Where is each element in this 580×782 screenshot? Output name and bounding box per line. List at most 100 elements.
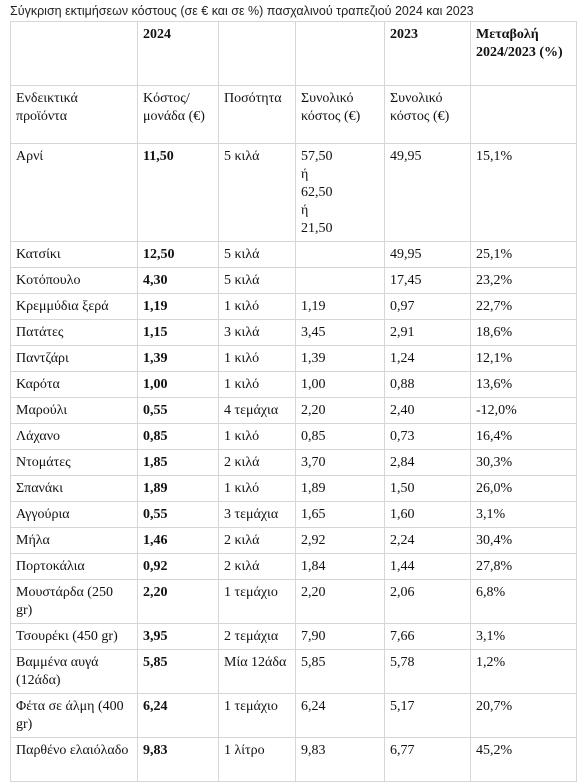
table-row: Αγγούρια 0,55 3 τεμάχια 1,65 1,60 3,1% <box>10 501 577 528</box>
product-cell: Παρθένο ελαιόλαδο <box>10 737 138 782</box>
cost-comparison-table: 2024 2023 Μεταβολή 2024/2023 (%) Ενδεικτ… <box>10 21 577 782</box>
subheader-empty-cell <box>470 85 577 144</box>
total-2023-cell: 1,50 <box>384 475 471 502</box>
total-line: 62,50 <box>301 185 333 200</box>
change-cell: 30,3% <box>470 449 577 476</box>
total-2023-cell: 49,95 <box>384 241 471 268</box>
total-2024-cell: 9,83 <box>295 737 385 782</box>
total-line: ή <box>301 203 309 218</box>
subheader-row: Ενδεικτικά προϊόντα Κόστος/ μονάδα (€) Π… <box>10 85 577 144</box>
change-cell: -12,0% <box>470 397 577 424</box>
change-cell: 3,1% <box>470 623 577 650</box>
product-cell: Σπανάκι <box>10 475 138 502</box>
quantity-cell: 2 κιλά <box>218 553 296 580</box>
change-cell: 6,8% <box>470 579 577 624</box>
table-row: Σπανάκι 1,89 1 κιλό 1,89 1,50 26,0% <box>10 475 577 502</box>
total-2024-cell: 1,84 <box>295 553 385 580</box>
total-2024-cell: 1,00 <box>295 371 385 398</box>
change-cell: 3,1% <box>470 501 577 528</box>
total-2023-cell: 2,40 <box>384 397 471 424</box>
unit-cost-cell: 0,55 <box>137 501 219 528</box>
total-2023-cell: 2,84 <box>384 449 471 476</box>
total-line: 21,50 <box>301 221 333 236</box>
total-2024-cell: 2,20 <box>295 579 385 624</box>
unit-cost-cell: 0,92 <box>137 553 219 580</box>
header-year-2024: 2024 <box>137 21 219 86</box>
unit-cost-cell: 12,50 <box>137 241 219 268</box>
table-caption: Σύγκριση εκτιμήσεων κόστους (σε € και σε… <box>10 4 474 18</box>
unit-cost-cell: 0,55 <box>137 397 219 424</box>
product-cell: Μουστάρδα (250 gr) <box>10 579 138 624</box>
unit-cost-cell: 2,20 <box>137 579 219 624</box>
table-row: Κατσίκι 12,50 5 κιλά 49,95 25,1% <box>10 241 577 268</box>
table-row: Κρεμμύδια ξερά 1,19 1 κιλό 1,19 0,97 22,7% <box>10 293 577 320</box>
table-row: Μουστάρδα (250 gr) 2,20 1 τεμάχιο 2,20 2,06 6… <box>10 579 577 624</box>
table-row: Πατάτες 1,15 3 κιλά 3,45 2,91 18,6% <box>10 319 577 346</box>
quantity-cell: 1 κιλό <box>218 293 296 320</box>
total-2023-cell: 0,97 <box>384 293 471 320</box>
subheader-quantity: Ποσότητα <box>218 85 296 144</box>
product-cell: Πορτοκάλια <box>10 553 138 580</box>
change-cell: 22,7% <box>470 293 577 320</box>
quantity-cell: 1 κιλό <box>218 423 296 450</box>
unit-cost-cell: 1,85 <box>137 449 219 476</box>
product-cell: Κοτόπουλο <box>10 267 138 294</box>
unit-cost-cell: 1,00 <box>137 371 219 398</box>
subheader-unit-cost: Κόστος/ μονάδα (€) <box>137 85 219 144</box>
total-2024-cell <box>295 267 385 294</box>
product-cell: Λάχανο <box>10 423 138 450</box>
unit-cost-cell: 6,24 <box>137 693 219 738</box>
quantity-cell: 1 τεμάχιο <box>218 579 296 624</box>
header-empty-cell <box>295 21 385 86</box>
product-cell: Κρεμμύδια ξερά <box>10 293 138 320</box>
header-empty-cell <box>218 21 296 86</box>
product-cell: Μαρούλι <box>10 397 138 424</box>
quantity-cell: 2 τεμάχια <box>218 623 296 650</box>
total-2023-cell: 1,60 <box>384 501 471 528</box>
quantity-cell: 2 κιλά <box>218 449 296 476</box>
quantity-cell: 1 κιλό <box>218 345 296 372</box>
table-row: Τσουρέκι (450 gr) 3,95 2 τεμάχια 7,90 7,66 3,… <box>10 623 577 650</box>
total-2023-cell: 5,17 <box>384 693 471 738</box>
total-2024-cell: 5,85 <box>295 649 385 694</box>
quantity-cell: Μία 12άδα <box>218 649 296 694</box>
change-cell: 15,1% <box>470 143 577 242</box>
change-cell: 16,4% <box>470 423 577 450</box>
subheader-total-2024: Συνολικό κόστος (€) <box>295 85 385 144</box>
table-row: Μήλα 1,46 2 κιλά 2,92 2,24 30,4% <box>10 527 577 554</box>
total-2023-cell: 1,24 <box>384 345 471 372</box>
total-2024-cell: 3,70 <box>295 449 385 476</box>
quantity-cell: 1 κιλό <box>218 475 296 502</box>
change-cell: 26,0% <box>470 475 577 502</box>
product-cell: Φέτα σε άλμη (400 gr) <box>10 693 138 738</box>
change-cell: 25,1% <box>470 241 577 268</box>
quantity-cell: 1 λίτρο <box>218 737 296 782</box>
change-cell: 45,2% <box>470 737 577 782</box>
product-cell: Μήλα <box>10 527 138 554</box>
quantity-cell: 3 κιλά <box>218 319 296 346</box>
product-cell: Αρνί <box>10 143 138 242</box>
table-row-lamb: Αρνί 11,50 5 κιλά 57,50 ή 62,50 ή 21,50 … <box>10 143 577 242</box>
table-row: Μαρούλι 0,55 4 τεμάχια 2,20 2,40 -12,0% <box>10 397 577 424</box>
total-2024-cell: 1,65 <box>295 501 385 528</box>
total-2023-cell: 2,06 <box>384 579 471 624</box>
header-empty-cell <box>10 21 138 86</box>
change-cell: 1,2% <box>470 649 577 694</box>
unit-cost-cell: 3,95 <box>137 623 219 650</box>
total-2024-cell: 57,50 ή 62,50 ή 21,50 <box>295 143 385 242</box>
total-2023-cell: 7,66 <box>384 623 471 650</box>
table-row: Καρότα 1,00 1 κιλό 1,00 0,88 13,6% <box>10 371 577 398</box>
total-2024-cell: 2,92 <box>295 527 385 554</box>
quantity-cell: 2 κιλά <box>218 527 296 554</box>
subheader-total-2023: Συνολικό κόστος (€) <box>384 85 471 144</box>
quantity-cell: 5 κιλά <box>218 267 296 294</box>
total-2023-cell: 49,95 <box>384 143 471 242</box>
table-row: Πορτοκάλια 0,92 2 κιλά 1,84 1,44 27,8% <box>10 553 577 580</box>
total-line: 57,50 <box>301 149 333 164</box>
total-2024-cell: 1,89 <box>295 475 385 502</box>
total-2024-cell: 3,45 <box>295 319 385 346</box>
unit-cost-cell: 1,15 <box>137 319 219 346</box>
total-2023-cell: 0,88 <box>384 371 471 398</box>
product-cell: Καρότα <box>10 371 138 398</box>
total-line: ή <box>301 167 309 182</box>
